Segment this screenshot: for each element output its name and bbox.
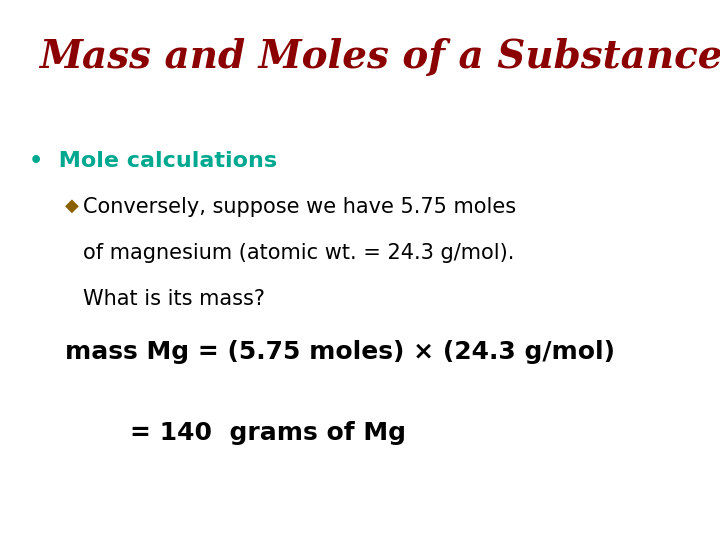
Text: = 140  grams of Mg: = 140 grams of Mg <box>130 421 405 445</box>
Text: mass Mg = (5.75 moles) × (24.3 g/mol): mass Mg = (5.75 moles) × (24.3 g/mol) <box>65 340 615 364</box>
Text: ◆: ◆ <box>65 197 78 215</box>
Text: Mass and Moles of a Substance: Mass and Moles of a Substance <box>40 38 720 76</box>
Text: What is its mass?: What is its mass? <box>83 289 265 309</box>
Text: of magnesium (atomic wt. = 24.3 g/mol).: of magnesium (atomic wt. = 24.3 g/mol). <box>83 243 514 263</box>
Text: •  Mole calculations: • Mole calculations <box>29 151 277 171</box>
Text: Conversely, suppose we have 5.75 moles: Conversely, suppose we have 5.75 moles <box>83 197 516 217</box>
